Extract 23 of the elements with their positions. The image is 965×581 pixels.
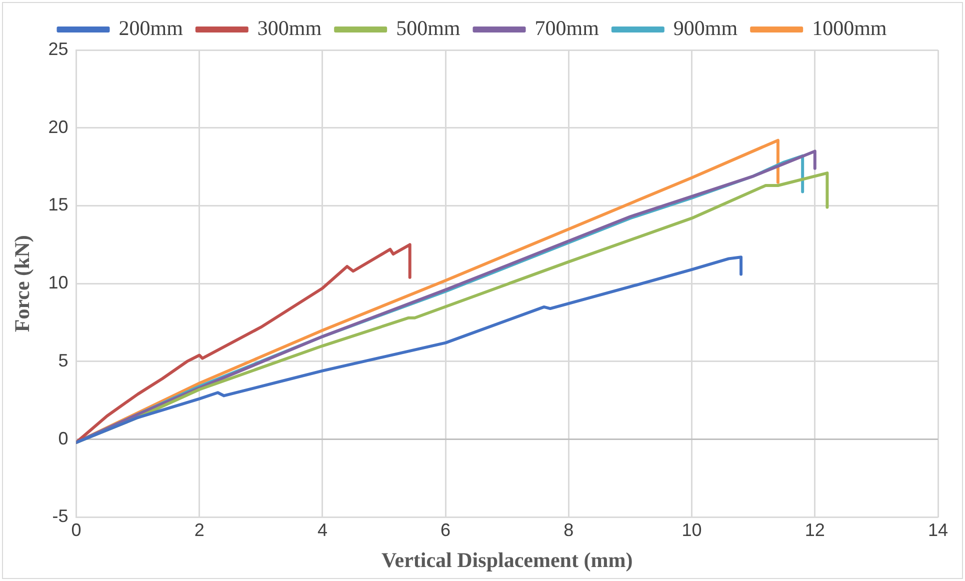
x-tick-label: 10 xyxy=(682,520,702,540)
x-tick-label: 14 xyxy=(928,520,948,540)
x-tick-label: 12 xyxy=(804,520,825,540)
y-tick-label: 5 xyxy=(58,350,68,370)
legend-label: 500mm xyxy=(396,16,460,40)
x-axis-title: Vertical Displacement (mm) xyxy=(382,548,633,572)
x-tick-label: 2 xyxy=(194,520,204,540)
legend-label: 300mm xyxy=(257,16,322,40)
y-tick-label: 15 xyxy=(48,194,68,215)
x-tick-label: 8 xyxy=(564,520,574,540)
legend-label: 200mm xyxy=(118,16,183,40)
y-tick-label: 20 xyxy=(48,116,68,137)
x-tick-label: 6 xyxy=(440,520,451,540)
x-tick-label: 4 xyxy=(317,520,328,540)
y-tick-label: 0 xyxy=(58,428,68,448)
legend-label: 900mm xyxy=(673,16,738,40)
legend-label: 1000mm xyxy=(812,16,887,40)
y-tick-label: 10 xyxy=(48,272,68,293)
x-tick-label: 0 xyxy=(71,520,82,540)
y-tick-label: 25 xyxy=(48,38,68,59)
y-axis-title: Force (kN) xyxy=(10,235,34,332)
legend-label: 700mm xyxy=(534,16,599,40)
y-tick-label: -5 xyxy=(52,506,68,526)
